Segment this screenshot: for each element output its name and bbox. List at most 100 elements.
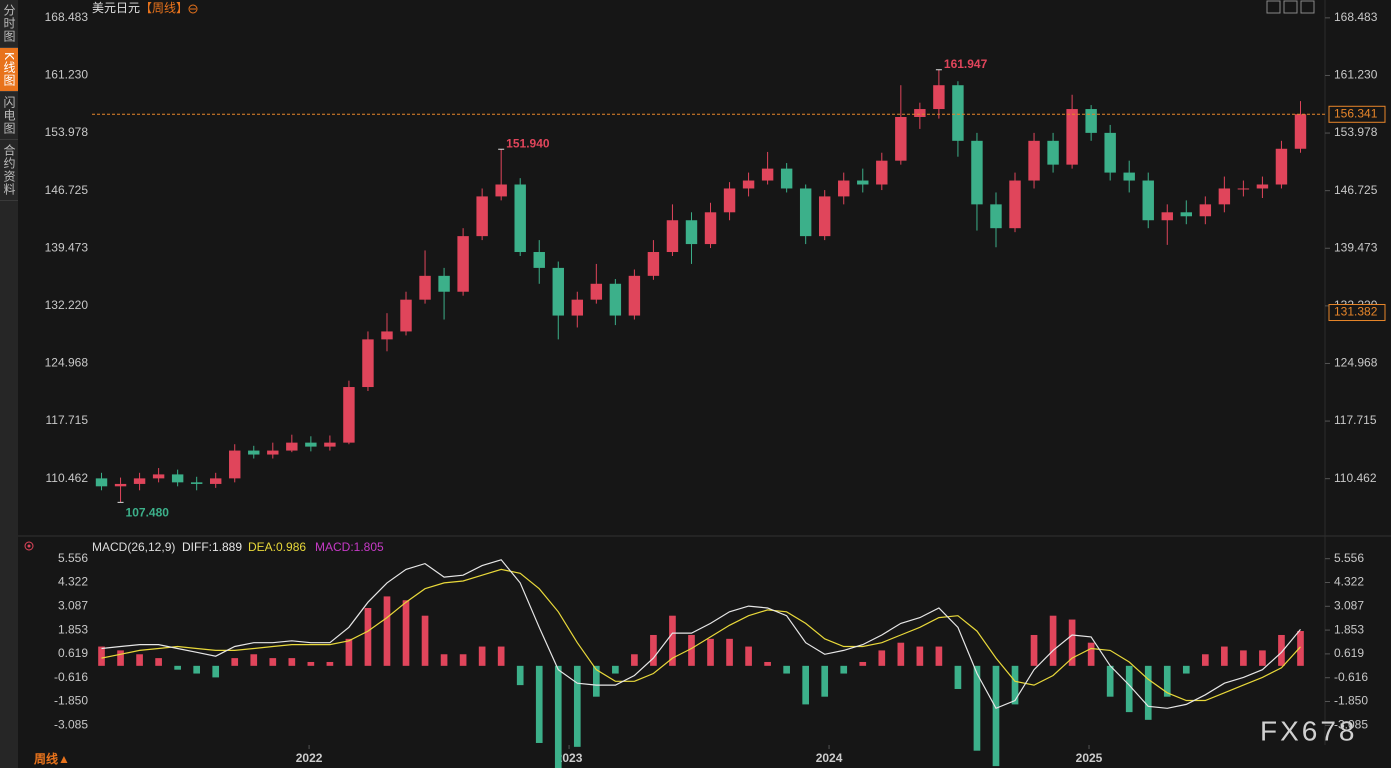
tool-button[interactable] bbox=[1300, 0, 1315, 14]
y-tick-label: 5.556 bbox=[58, 551, 88, 565]
candle-body bbox=[229, 450, 241, 479]
candle-body bbox=[209, 478, 222, 484]
y-tick-label: 161.230 bbox=[45, 68, 89, 82]
macd-bar bbox=[916, 646, 924, 666]
legend-entry: DIFF:1.889 bbox=[182, 540, 242, 554]
candle-body bbox=[723, 188, 736, 213]
macd-bar bbox=[1125, 665, 1133, 713]
candle-body bbox=[895, 116, 907, 161]
candle-body bbox=[286, 442, 298, 451]
candle-body bbox=[742, 180, 755, 189]
candle-body bbox=[152, 474, 165, 479]
macd-bar bbox=[345, 638, 353, 666]
y-tick-label: 1.853 bbox=[1334, 622, 1364, 636]
macd-bar bbox=[669, 615, 676, 666]
sidebar-tab[interactable]: 分时图 bbox=[0, 0, 18, 48]
toolbar bbox=[1266, 0, 1315, 14]
candle-body bbox=[1028, 140, 1040, 181]
annotation: 107.480 bbox=[126, 506, 170, 520]
sidebar-tab[interactable]: 闪电图 bbox=[0, 92, 18, 140]
x-tick-label: 2023 bbox=[556, 751, 583, 765]
y-tick-label: 153.978 bbox=[1334, 125, 1378, 139]
macd-bar bbox=[307, 661, 315, 666]
macd-bar bbox=[764, 661, 771, 666]
sidebar-tab[interactable]: K线图 bbox=[0, 48, 18, 92]
y-tick-label: 124.968 bbox=[1334, 356, 1378, 370]
candle-body bbox=[400, 299, 412, 332]
candle-body bbox=[267, 450, 279, 455]
macd-bar bbox=[98, 646, 105, 666]
collapse-icon[interactable] bbox=[188, 4, 198, 14]
macd-bar bbox=[897, 642, 905, 666]
candle-body bbox=[1066, 109, 1078, 165]
macd-bar bbox=[1049, 615, 1057, 666]
watermark: FX678 bbox=[1260, 715, 1358, 746]
candle-body bbox=[1237, 188, 1250, 190]
y-tick-label: 117.715 bbox=[46, 413, 89, 427]
candle-body bbox=[1142, 180, 1154, 221]
candle-body bbox=[1123, 172, 1135, 181]
annotation: 151.940 bbox=[506, 136, 550, 150]
y-tick-label: 110.462 bbox=[1334, 471, 1377, 485]
candle-body bbox=[343, 387, 355, 443]
candle-body bbox=[818, 196, 831, 237]
indicator-icon[interactable] bbox=[24, 541, 34, 551]
macd-bar bbox=[383, 596, 391, 666]
macd-bar bbox=[1201, 654, 1209, 666]
tool-button[interactable] bbox=[1266, 0, 1281, 14]
macd-bar bbox=[288, 658, 296, 666]
y-tick-label: 132.220 bbox=[45, 298, 89, 312]
candle-body bbox=[857, 180, 869, 185]
macd-bar bbox=[1106, 665, 1114, 697]
candle-body bbox=[1161, 212, 1173, 221]
y-tick-label: -3.085 bbox=[54, 718, 88, 732]
sidebar: 分时图 K线图 闪电图 合约资料 bbox=[0, 0, 18, 768]
candle-body bbox=[799, 188, 812, 237]
macd-bar bbox=[935, 646, 943, 666]
y-tick-label: 117.715 bbox=[1334, 413, 1377, 427]
candle-body bbox=[438, 275, 450, 292]
sidebar-tab[interactable]: 合约资料 bbox=[0, 140, 18, 201]
y-tick-label: 139.473 bbox=[1334, 240, 1378, 254]
candle-body bbox=[685, 220, 698, 245]
annotation: 161.947 bbox=[944, 57, 988, 71]
macd-bar bbox=[516, 665, 524, 686]
macd-bar bbox=[745, 646, 752, 666]
candle-body bbox=[419, 275, 431, 300]
candle-body bbox=[1180, 212, 1193, 217]
marker-box bbox=[1328, 304, 1386, 322]
candle-body bbox=[1047, 140, 1059, 165]
macd-bar bbox=[992, 665, 1000, 767]
macd-bar bbox=[592, 665, 600, 697]
price-label: 156.341 bbox=[1334, 106, 1378, 120]
candle-body bbox=[114, 483, 127, 487]
tool-button[interactable] bbox=[1283, 0, 1298, 14]
period-selector[interactable]: 周线▲ bbox=[34, 751, 70, 766]
candle-body bbox=[838, 180, 850, 197]
macd-bar bbox=[707, 638, 714, 666]
macd-bar bbox=[1068, 619, 1076, 666]
macd-bar bbox=[155, 658, 162, 666]
candle-body bbox=[324, 442, 336, 447]
macd-bar bbox=[364, 607, 372, 666]
candle-body bbox=[990, 204, 1002, 229]
candle-body bbox=[381, 331, 393, 340]
candle-body bbox=[533, 252, 545, 268]
macd-title: MACD(26,12,9) bbox=[92, 540, 175, 554]
macd-bar bbox=[1297, 631, 1304, 666]
macd-bar bbox=[1011, 665, 1019, 705]
macd-bar bbox=[973, 665, 981, 751]
macd-bar bbox=[726, 638, 733, 666]
candle-body bbox=[190, 482, 203, 484]
macd-bar bbox=[326, 661, 334, 666]
y-tick-label: 168.483 bbox=[45, 10, 89, 24]
x-tick-label: 2024 bbox=[816, 751, 843, 765]
candle-body bbox=[971, 140, 983, 205]
candle-body bbox=[761, 168, 774, 181]
candle-body bbox=[1256, 184, 1269, 189]
macd-bar bbox=[402, 600, 410, 666]
y-tick-label: 124.968 bbox=[45, 356, 89, 370]
macd-bar bbox=[1163, 665, 1171, 697]
chart-title: 美元日元 bbox=[92, 1, 140, 15]
